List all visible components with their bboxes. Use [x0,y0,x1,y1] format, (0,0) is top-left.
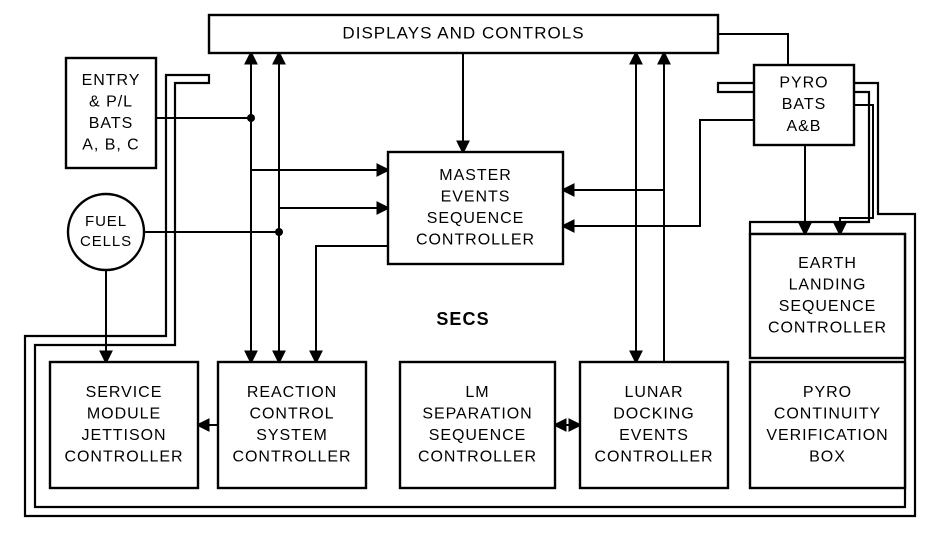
edge-pyrobats-l-to-mesc [563,120,754,226]
edge-entry-j-to-mesc [251,118,388,170]
node-mesc-line-1: EVENTS [441,188,511,205]
node-rcsc-line-2: SYSTEM [256,427,328,444]
node-smjc-line-0: SERVICE [86,384,163,401]
node-lmssc-line-1: SEPARATION [422,405,532,422]
node-pyrobats-line-0: PYRO [779,75,828,92]
node-fuel-line-1: CELLS [80,233,132,250]
node-ldec-line-3: CONTROLLER [595,449,714,466]
node-pcvb-line-1: CONTINUITY [774,405,881,422]
edge-ldec-top-to-mesc [563,190,664,362]
edge-fuel-j-to-mesc [279,208,388,232]
node-entry-line-1: & P/L [89,93,133,110]
node-smjc-line-2: JETTISON [81,427,166,444]
node-smjc-line-3: CONTROLLER [65,449,184,466]
node-lmssc: LM SEPARATION SEQUENCE CONTROLLER [400,362,555,488]
node-mesc-line-3: CONTROLLER [416,232,535,249]
node-displays-line-0: DISPLAYS AND CONTROLS [342,23,584,42]
diagram-label: SECS [436,309,489,329]
node-pcvb-line-2: VERIFICATION [766,427,888,444]
node-ldec-line-0: LUNAR [624,384,683,401]
node-rcsc-line-0: REACTION [247,384,337,401]
node-elsc: EARTH LANDING SEQUENCE CONTROLLER [750,234,905,358]
node-elsc-line-2: SEQUENCE [779,298,876,315]
node-fuel-line-0: FUEL [85,213,127,230]
node-pyrobats-line-2: A&B [787,118,822,135]
node-rcsc: REACTION CONTROL SYSTEM CONTROLLER [218,362,366,488]
node-entry-line-2: BATS [89,115,133,132]
node-rcsc-line-3: CONTROLLER [233,449,352,466]
node-pcvb: PYRO CONTINUITY VERIFICATION BOX [750,362,905,488]
node-rcsc-line-1: CONTROL [250,405,335,422]
node-elsc-line-0: EARTH [798,255,857,272]
node-ldec: LUNAR DOCKING EVENTS CONTROLLER [580,362,728,488]
node-ldec-line-2: EVENTS [619,427,689,444]
node-lmssc-line-2: SEQUENCE [429,427,526,444]
node-elsc-line-3: CONTROLLER [768,320,887,337]
node-smjc-line-1: MODULE [87,405,161,422]
node-ldec-line-1: DOCKING [613,405,694,422]
node-lmssc-line-3: CONTROLLER [418,449,537,466]
node-pcvb-line-0: PYRO [803,384,852,401]
node-mesc: MASTER EVENTS SEQUENCE CONTROLLER [388,152,563,264]
node-mesc-line-0: MASTER [439,167,511,184]
node-lmssc-line-0: LM [465,384,489,401]
node-fuel: FUEL CELLS [68,194,144,270]
edge-mesc-to-rcsc [316,246,388,362]
node-pyrobats: PYRO BATS A&B [754,65,854,145]
node-entry: ENTRY & P/L BATS A, B, C [66,58,156,168]
node-elsc-line-1: LANDING [789,276,867,293]
node-displays: DISPLAYS AND CONTROLS [209,15,718,53]
node-entry-line-3: A, B, C [82,137,139,154]
node-mesc-line-2: SEQUENCE [427,210,524,227]
node-pcvb-line-3: BOX [809,449,846,466]
node-smjc: SERVICE MODULE JETTISON CONTROLLER [50,362,198,488]
node-pyrobats-line-1: BATS [782,96,826,113]
node-entry-line-0: ENTRY [82,72,141,89]
